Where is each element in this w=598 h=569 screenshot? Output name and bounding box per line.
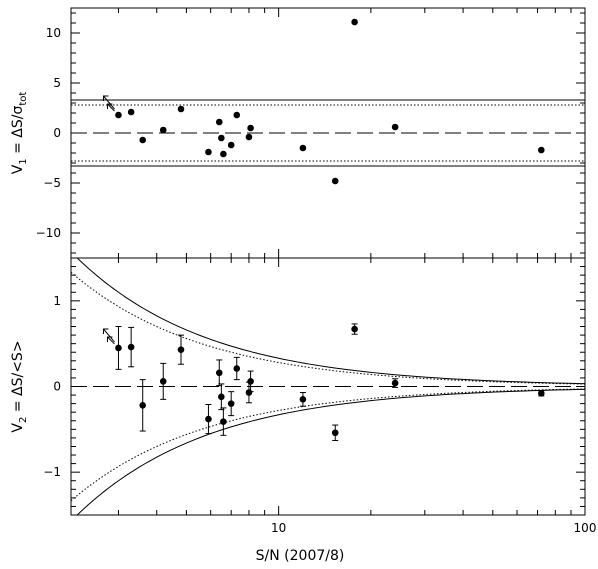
data-point [215,118,223,126]
lower-solid-envelope [76,388,585,515]
top-panel: 10 5 0 −5 −10 V1 = ΔS/σtot [10,7,586,259]
lower-dotted-envelope [71,388,585,502]
data-point [331,177,339,185]
y-tick-label: 5 [53,76,61,90]
y-tick-label: 1 [53,294,61,308]
limit-arrow-head [102,95,109,101]
bottom-plot-area [71,258,585,515]
y-tick-label: −5 [43,176,61,190]
data-point [218,134,225,142]
data-point [220,418,227,425]
limit-arrow [103,95,115,110]
data-point [299,144,307,152]
data-point [299,396,307,403]
data-point [139,136,147,144]
data-point [233,365,241,372]
data-point [247,378,254,385]
data-point [245,389,253,396]
data-point [215,369,223,377]
data-point [227,400,235,407]
data-point [537,146,545,154]
y-tick-label: −1 [43,465,61,479]
data-point [115,111,122,119]
top-plot-area [71,18,585,185]
top-y-axis-label: V1 = ΔS/σtot [10,92,29,175]
limit-arrow [107,336,115,345]
data-point [127,343,135,351]
x-axis-label: S/N (2007/8) [256,548,345,564]
data-point [159,126,167,134]
data-point [205,415,212,423]
axis-labels: S/N (2007/8) [256,548,345,564]
data-point [351,18,358,26]
limit-arrow-head [102,328,109,334]
data-point [159,378,167,385]
limit-arrow [107,103,115,112]
data-point [537,390,545,397]
data-point [351,325,358,333]
data-point [391,379,399,387]
data-point [205,148,212,156]
y-tick-label: −10 [36,226,61,240]
y-tick-label: 10 [46,26,61,40]
data-point [331,429,339,437]
upper-dotted-envelope [71,271,585,385]
upper-solid-envelope [76,258,585,385]
data-point [127,108,135,116]
data-point [218,393,225,401]
data-point [177,105,185,113]
x-tick-label: 10 [271,521,286,535]
limit-arrow [103,328,115,343]
data-point [139,402,147,409]
y-tick-label: 0 [53,126,61,140]
data-point [220,150,227,158]
data-point [115,344,122,352]
data-point [245,133,253,141]
data-point [177,346,185,353]
x-tick-label: 100 [574,521,597,535]
data-point [391,123,399,131]
data-point [227,141,235,149]
data-point [233,111,241,119]
bottom-y-axis-label: V2 = ΔS/<S> [10,340,29,432]
y-tick-label: 0 [53,380,61,394]
data-point [247,124,254,132]
